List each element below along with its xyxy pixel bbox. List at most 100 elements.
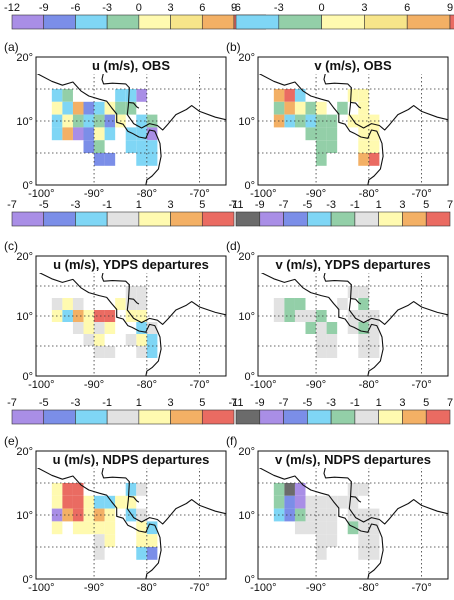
- data-cell: [358, 508, 369, 522]
- data-cell: [284, 298, 295, 310]
- data-cell: [104, 534, 116, 547]
- colorbar-segment: [283, 409, 308, 425]
- map-panel: v (m/s), YDPS departures (d) -100° -90° -80°…: [226, 239, 449, 391]
- data-cell: [72, 101, 84, 115]
- data-cell: [51, 298, 63, 310]
- title-background: [258, 256, 448, 273]
- coastline: [128, 298, 140, 305]
- data-cell: [316, 547, 327, 560]
- data-cell: [104, 521, 116, 535]
- data-cell: [326, 322, 338, 334]
- colorbar-tick-label: -5: [39, 199, 49, 211]
- data-cell: [104, 101, 116, 115]
- data-cell: [294, 101, 306, 115]
- data-cell: [316, 114, 327, 128]
- data-cell: [136, 298, 147, 310]
- data-cell: [368, 127, 380, 141]
- coastline: [158, 451, 175, 453]
- title-background: [36, 451, 226, 468]
- data-cell: [94, 534, 105, 547]
- data-cell: [51, 495, 63, 509]
- colorbar-segment: [259, 211, 284, 227]
- colorbar-segment: [138, 14, 171, 30]
- colorbar-tick-label: 3: [168, 2, 174, 14]
- data-cell: [136, 334, 147, 346]
- colorbar-tick-label: 0: [319, 2, 325, 14]
- data-cell: [294, 495, 306, 509]
- data-cell: [146, 534, 158, 547]
- colorbar-tick-label: 1: [376, 199, 382, 211]
- x-tick-label: -100°: [28, 582, 54, 594]
- colorbar-segment: [138, 211, 171, 227]
- data-cell: [104, 114, 116, 128]
- panel-title: u (m/s), YDPS departures: [53, 257, 209, 272]
- data-cell: [62, 310, 73, 322]
- colorbar-tick-label: -1: [350, 199, 360, 211]
- data-cell: [358, 89, 369, 102]
- data-cell: [125, 508, 137, 522]
- colorbar-tick-label: -3: [326, 199, 336, 211]
- data-cell: [104, 310, 116, 322]
- data-cell: [136, 127, 147, 141]
- data-cell: [358, 140, 369, 153]
- coastline: [380, 57, 397, 59]
- x-tick-label: -70°: [189, 379, 209, 391]
- colorbar-tick-label: -3: [102, 2, 112, 14]
- data-cell: [347, 521, 359, 535]
- x-tick-label: -100°: [28, 188, 54, 200]
- data-cell: [72, 298, 84, 310]
- colorbar-segment: [330, 211, 356, 227]
- data-cell: [136, 89, 147, 102]
- data-cell: [136, 114, 147, 128]
- data-cell: [51, 101, 63, 115]
- map-panel: v (m/s), OBS (b) -100° -90° -80° -70° 0° 10° 20°: [226, 40, 449, 200]
- panel-title: u (m/s), NDPS departures: [53, 452, 210, 467]
- coastline: [350, 101, 362, 109]
- x-tick-label: -70°: [411, 582, 431, 594]
- y-tick-label: 0°: [244, 371, 255, 383]
- x-tick-label: -100°: [250, 582, 276, 594]
- colorbar-tick-label: -5: [302, 397, 312, 409]
- y-tick-label: 20°: [16, 52, 33, 64]
- data-cell: [72, 483, 84, 496]
- coastline: [158, 57, 175, 59]
- data-cell: [368, 153, 380, 166]
- colorbar-tick-label: -3: [326, 397, 336, 409]
- y-tick-label: 0°: [22, 371, 33, 383]
- y-tick-label: 20°: [238, 446, 255, 458]
- data-cell: [125, 140, 137, 153]
- colorbar-segment: [425, 409, 451, 425]
- y-tick-label: 10°: [238, 116, 255, 128]
- data-cell: [368, 534, 380, 547]
- colorbar-segment: [425, 211, 451, 227]
- data-cell: [284, 101, 295, 115]
- data-cell: [104, 322, 116, 334]
- data-cell: [83, 495, 95, 509]
- colorbar-segment: [75, 14, 108, 30]
- data-cell: [305, 322, 317, 334]
- x-tick-label: -100°: [250, 188, 276, 200]
- data-cell: [347, 310, 359, 322]
- data-cell: [136, 153, 147, 166]
- data-cell: [358, 334, 369, 346]
- colorbar-segment: [330, 409, 356, 425]
- data-cell: [94, 495, 105, 509]
- x-tick-label: -70°: [411, 188, 431, 200]
- colorbar-tick-label: 0: [136, 2, 142, 14]
- colorbar-tick-label: 7: [447, 199, 453, 211]
- data-cell: [294, 521, 306, 535]
- colorbar-segment: [235, 211, 261, 227]
- panel-title: v (m/s), YDPS departures: [275, 257, 430, 272]
- coastline: [350, 495, 362, 503]
- data-cell: [146, 140, 158, 153]
- x-tick-label: -80°: [359, 188, 379, 200]
- data-cell: [294, 89, 306, 102]
- colorbar-tick-label: 5: [199, 199, 205, 211]
- data-cell: [136, 322, 147, 334]
- data-cell: [94, 127, 105, 141]
- data-cell: [94, 521, 105, 535]
- panel-title: v (m/s), NDPS departures: [275, 452, 431, 467]
- data-cell: [358, 153, 369, 166]
- data-cell: [136, 547, 147, 560]
- title-background: [258, 57, 448, 74]
